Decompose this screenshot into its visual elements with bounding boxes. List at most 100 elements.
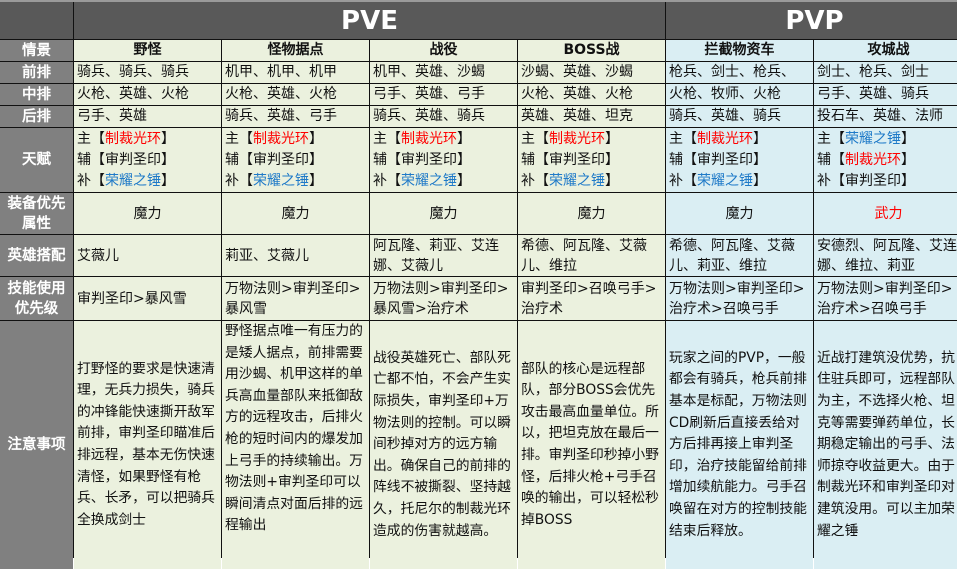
scene-header: 野怪 [74,40,221,61]
row-label-heroes: 英雄搭配 [0,235,73,276]
front-row-units: 枪兵、剑士、枪兵、 [666,62,813,83]
talent-name: 荣耀之锤 [401,172,457,189]
row-label-middle: 中排 [0,84,73,105]
skill-priority: 万物法则>审判圣印>治疗术>召唤弓手 [814,277,957,320]
talent-name: 荣耀之锤 [253,172,309,189]
hero-combo: 阿瓦隆、莉亚、艾连娜、艾薇儿 [370,235,517,276]
hero-combo: 莉亚、艾薇儿 [222,235,369,276]
talent-line: 补【荣耀之锤】 [225,172,323,189]
talent-line: 主【荣耀之锤】 [817,130,915,147]
group-header-pve: PVE [74,2,665,39]
talent-role: 辅 [817,151,831,168]
talent-line: 主【制裁光环】 [373,130,471,147]
row-label-back: 后排 [0,106,73,127]
talent-name: 制裁光环 [105,130,161,147]
notes-text: 打野怪的要求是快速清理，无兵力损失，骑兵的冲锋能快速撕开敌军前排，审判圣印瞄准后… [74,321,221,569]
talent-cell: 主【制裁光环】 辅【审判圣印】 补【荣耀之锤】 [370,128,517,192]
middle-row-units: 火枪、英雄、火枪 [74,84,221,105]
front-row-units: 骑兵、骑兵、骑兵 [74,62,221,83]
talent-line: 辅【制裁光环】 [817,151,915,168]
talent-line: 主【制裁光环】 [669,130,767,147]
talent-cell: 主【制裁光环】 辅【审判圣印】 补【荣耀之锤】 [222,128,369,192]
talent-role: 补 [521,172,535,189]
equip-priority: 魔力 [222,193,369,234]
talent-line: 辅【审判圣印】 [669,151,767,168]
skill-priority: 审判圣印>暴风雪 [74,277,221,320]
row-label-equip: 装备优先属性 [0,193,73,234]
talent-name: 荣耀之锤 [697,172,753,189]
talent-role: 主 [817,130,831,147]
hero-combo: 艾薇儿 [74,235,221,276]
middle-row-units: 火枪、牧师、火枪 [666,84,813,105]
talent-name: 审判圣印 [401,151,457,168]
talent-role: 主 [225,130,239,147]
middle-row-units: 火枪、英雄、火枪 [222,84,369,105]
talent-line: 补【荣耀之锤】 [521,172,619,189]
equip-priority: 武力 [814,193,957,234]
talent-name: 荣耀之锤 [845,130,901,147]
row-label-scene: 情景 [0,40,73,61]
talent-line: 主【制裁光环】 [225,130,323,147]
talent-name: 审判圣印 [105,151,161,168]
front-row-units: 机甲、机甲、机甲 [222,62,369,83]
talent-role: 补 [77,172,91,189]
hero-combo: 安德烈、阿瓦隆、艾连娜、维拉、莉亚 [814,235,957,276]
talent-role: 辅 [521,151,535,168]
talent-name: 制裁光环 [845,151,901,168]
talent-cell: 主【荣耀之锤】 辅【制裁光环】 补【审判圣印】 [814,128,957,192]
group-header-pvp: PVP [666,2,957,39]
corner-cell [0,2,73,39]
talent-name: 制裁光环 [253,130,309,147]
talent-line: 主【制裁光环】 [521,130,619,147]
back-row-units: 骑兵、英雄、骑兵 [666,106,813,127]
scene-header: BOSS战 [518,40,665,61]
talent-role: 补 [373,172,387,189]
talent-line: 辅【审判圣印】 [521,151,619,168]
talent-role: 主 [669,130,683,147]
talent-cell: 主【制裁光环】 辅【审判圣印】 补【荣耀之锤】 [74,128,221,192]
talent-role: 辅 [225,151,239,168]
talent-name: 审判圣印 [253,151,309,168]
equip-priority: 魔力 [666,193,813,234]
front-row-units: 剑士、枪兵、剑士 [814,62,957,83]
talent-name: 荣耀之锤 [549,172,605,189]
talent-line: 辅【审判圣印】 [373,151,471,168]
talent-role: 主 [521,130,535,147]
talent-role: 补 [669,172,683,189]
talent-line: 补【荣耀之锤】 [373,172,471,189]
talent-name: 制裁光环 [401,130,457,147]
hero-combo: 希德、阿瓦隆、艾薇儿、莉亚、维拉 [666,235,813,276]
notes-text: 玩家之间的PVP，一般都会有骑兵，枪兵前排基本是标配，万物法则CD刷新后直接丢给… [666,321,813,569]
talent-name: 审判圣印 [549,151,605,168]
notes-text: 战役英雄死亡、部队死亡都不怕，不会产生实际损失，审判圣印+万物法则的控制。可以瞬… [370,321,517,569]
scene-header: 怪物据点 [222,40,369,61]
talent-name: 荣耀之锤 [105,172,161,189]
front-row-units: 机甲、英雄、沙蝎 [370,62,517,83]
talent-cell: 主【制裁光环】 辅【审判圣印】 补【荣耀之锤】 [666,128,813,192]
middle-row-units: 火枪、英雄、火枪 [518,84,665,105]
talent-role: 辅 [373,151,387,168]
talent-name: 制裁光环 [549,130,605,147]
talent-line: 辅【审判圣印】 [225,151,323,168]
row-label-front: 前排 [0,62,73,83]
middle-row-units: 弓手、英雄、骑兵 [814,84,957,105]
talent-line: 补【审判圣印】 [817,172,915,189]
talent-role: 补 [817,172,831,189]
equip-priority: 魔力 [74,193,221,234]
back-row-units: 英雄、英雄、坦克 [518,106,665,127]
equip-priority: 魔力 [518,193,665,234]
talent-name: 制裁光环 [697,130,753,147]
notes-text: 野怪据点唯一有压力的是矮人据点，前排需要用沙蝎、机甲这样的单兵高血量部队来抵御敌… [222,321,369,569]
row-label-talent: 天赋 [0,128,73,192]
skill-priority: 万物法则>审判圣印>暴风雪 [222,277,369,320]
front-row-units: 沙蝎、英雄、沙蝎 [518,62,665,83]
talent-role: 补 [225,172,239,189]
equip-priority: 魔力 [370,193,517,234]
talent-role: 主 [373,130,387,147]
talent-name: 审判圣印 [845,172,901,189]
row-label-skills: 技能使用优先级 [0,277,73,320]
talent-cell: 主【制裁光环】 辅【审判圣印】 补【荣耀之锤】 [518,128,665,192]
talent-role: 主 [77,130,91,147]
talent-name: 审判圣印 [697,151,753,168]
talent-line: 补【荣耀之锤】 [669,172,767,189]
